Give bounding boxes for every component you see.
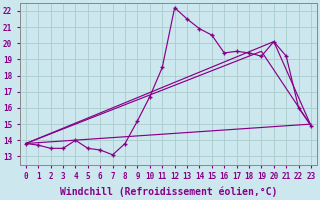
X-axis label: Windchill (Refroidissement éolien,°C): Windchill (Refroidissement éolien,°C) bbox=[60, 187, 277, 197]
